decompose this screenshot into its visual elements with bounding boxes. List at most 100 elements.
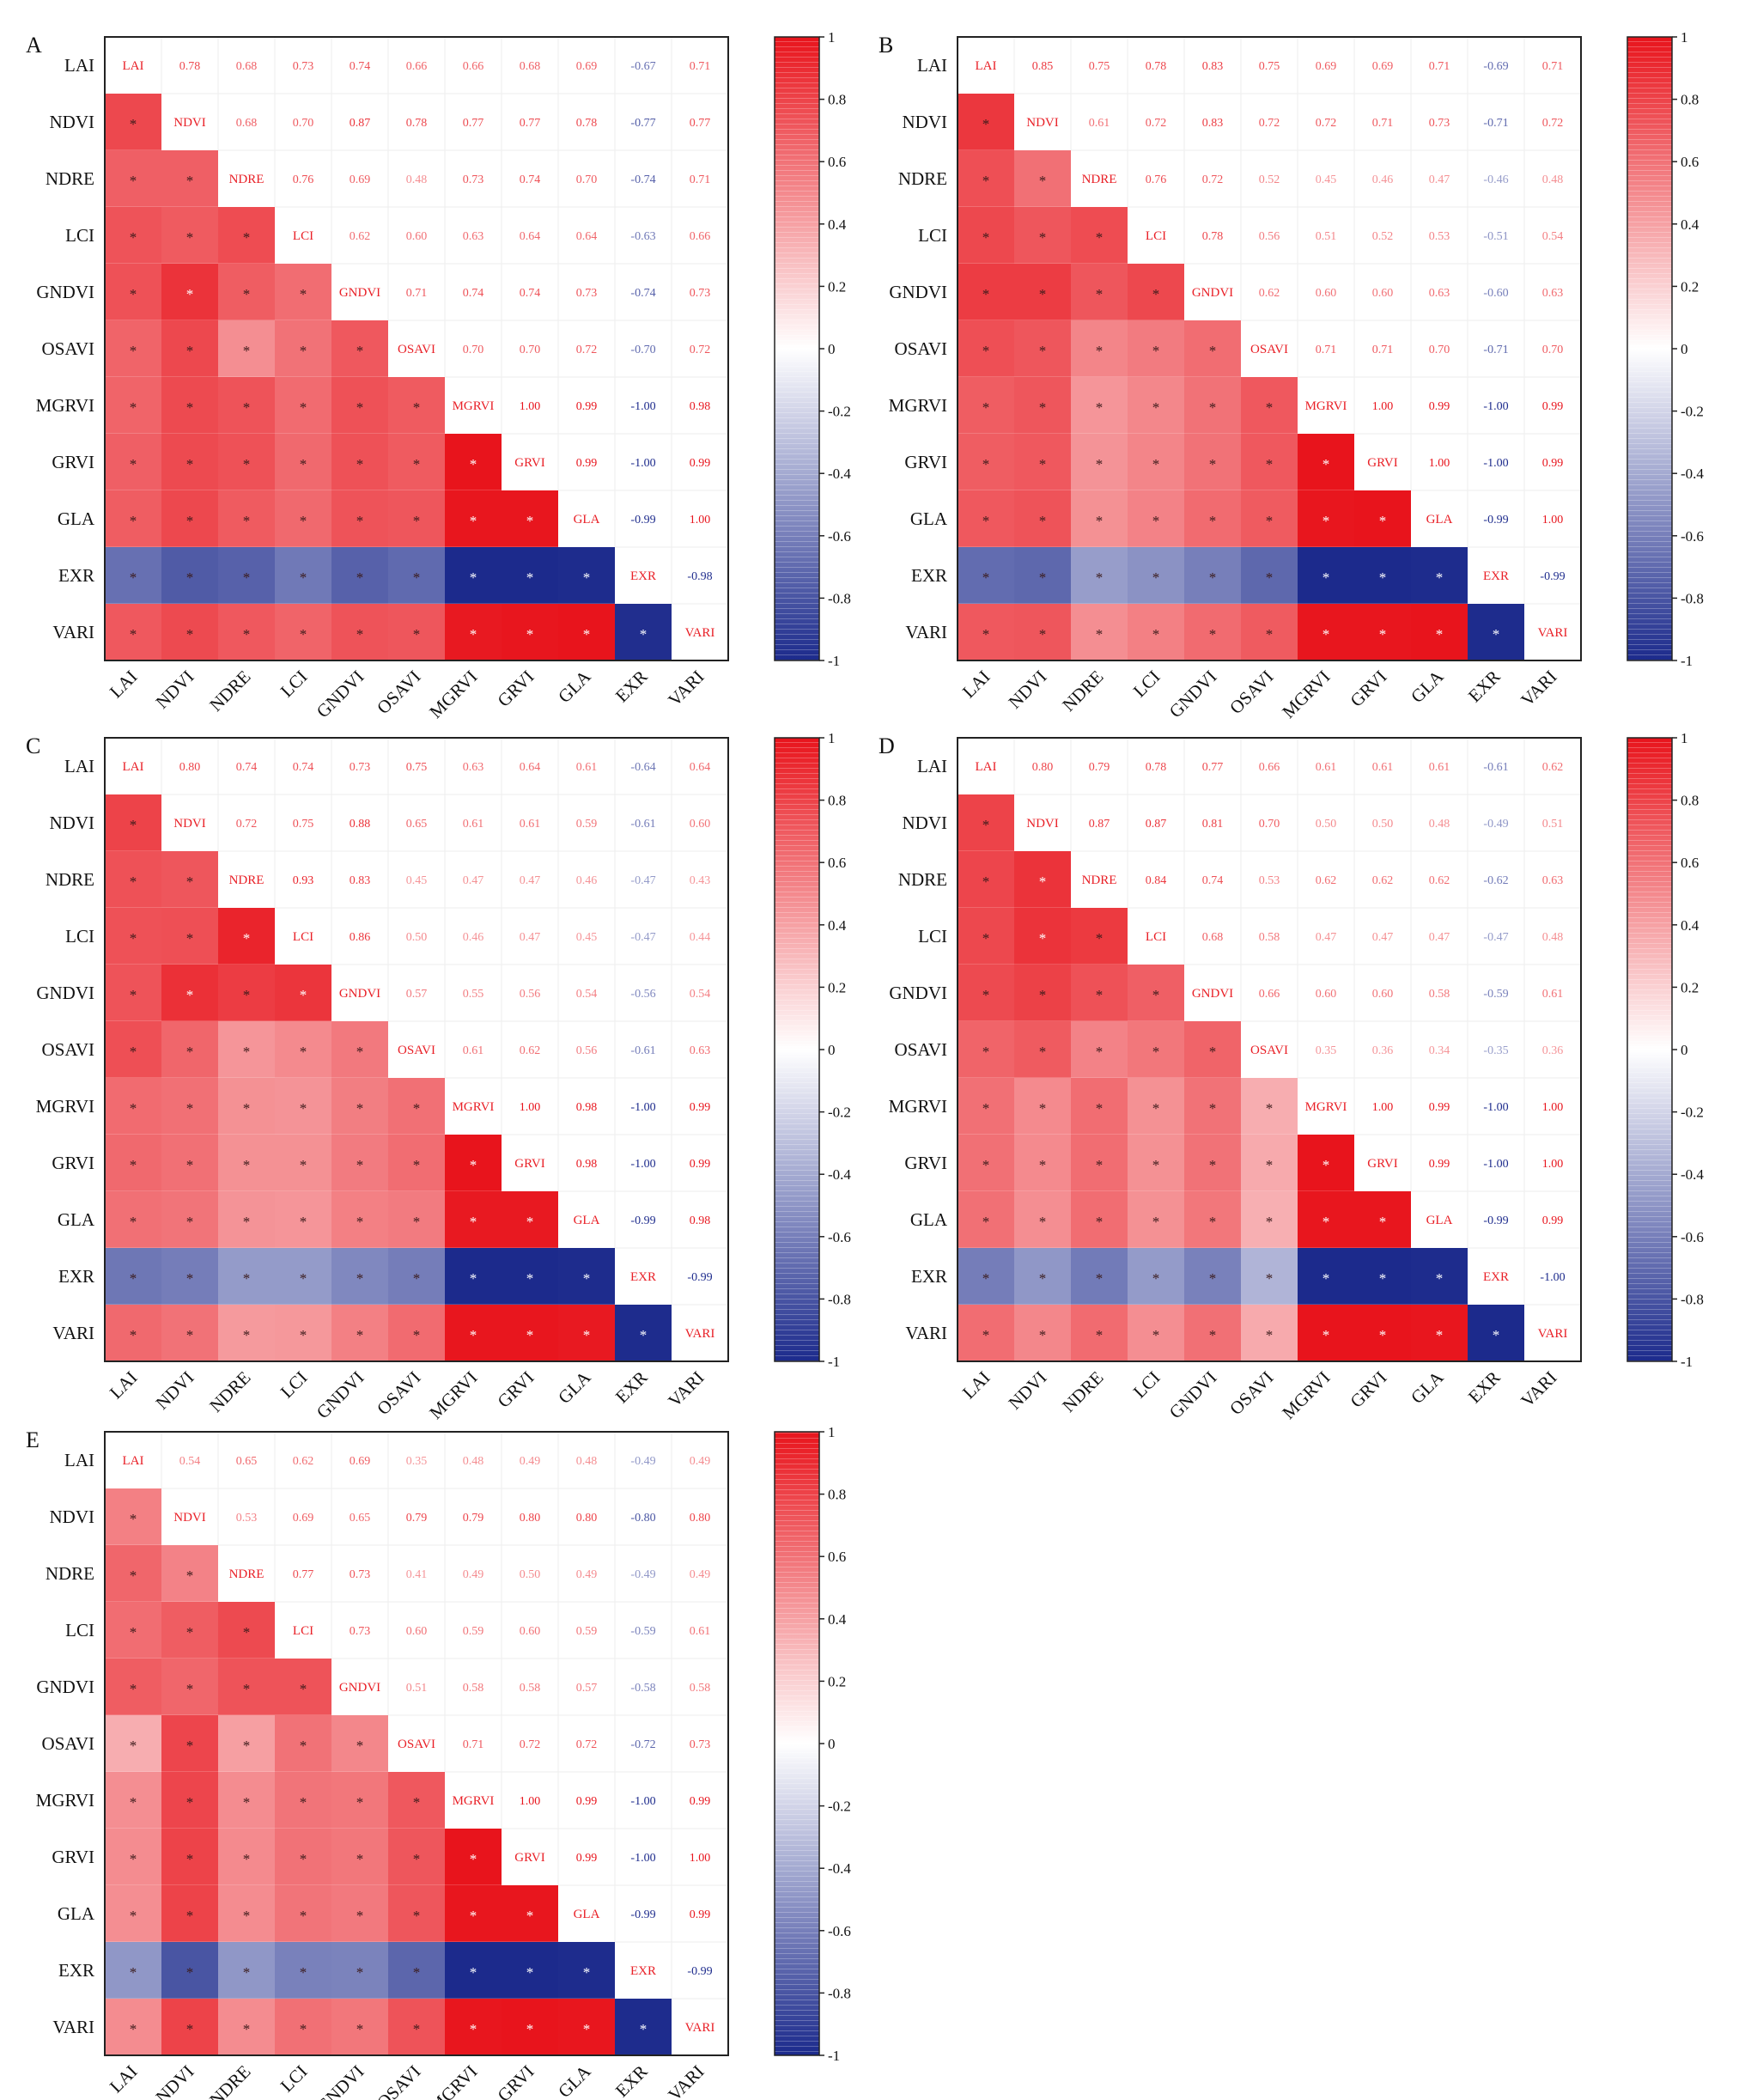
diagonal-label-gla: GLA — [1426, 1214, 1453, 1227]
heatmap-cell — [331, 1305, 388, 1361]
heatmap-cell — [502, 604, 558, 660]
significance-marker: * — [413, 1214, 421, 1230]
data-label: -1.00 — [630, 1852, 655, 1865]
data-label: -0.56 — [630, 988, 655, 1001]
value-cell — [217, 36, 276, 94]
heatmap-cell — [958, 150, 1014, 207]
data-label: 0.93 — [293, 874, 314, 887]
heatmap-cell — [1184, 320, 1241, 377]
value-cell — [1410, 850, 1468, 909]
data-label: -0.99 — [1540, 570, 1565, 583]
data-label: 0.49 — [576, 1568, 598, 1581]
significance-marker: * — [1096, 1100, 1104, 1117]
significance-marker: * — [1209, 513, 1217, 529]
significance-marker: * — [130, 1964, 137, 1981]
significance-marker: * — [1322, 1327, 1330, 1343]
data-label: 1.00 — [1372, 1101, 1394, 1114]
heatmap-cell — [105, 1942, 161, 1999]
heatmap-cell — [331, 1829, 388, 1885]
heatmap-cell — [615, 604, 672, 660]
heatmap-cell — [218, 264, 275, 320]
value-cell — [331, 206, 389, 265]
data-label: 0.61 — [1429, 761, 1450, 774]
heatmap-cell — [161, 207, 218, 264]
data-label: 0.73 — [576, 287, 598, 300]
heatmap-cell — [502, 547, 558, 604]
heatmap-cell — [275, 1772, 331, 1829]
data-label: 0.61 — [1372, 761, 1394, 774]
significance-marker: * — [526, 1270, 534, 1287]
heatmap-cell — [1071, 1248, 1128, 1305]
value-cell — [444, 1714, 502, 1773]
significance-marker: * — [300, 1964, 307, 1981]
row-label-mgrvi: MGRVI — [36, 395, 94, 416]
diagonal-label-mgrvi: MGRVI — [1305, 399, 1347, 413]
value-cell — [1467, 376, 1525, 435]
diagonal-label-lai: LAI — [123, 760, 144, 774]
significance-marker: * — [1039, 1327, 1047, 1343]
row-label-lci: LCI — [918, 926, 947, 947]
heatmap-cell — [331, 547, 388, 604]
data-label: 0.48 — [406, 173, 428, 186]
data-label: 0.46 — [1372, 173, 1394, 186]
significance-marker: * — [300, 1794, 307, 1811]
heatmap-cell — [161, 851, 218, 908]
heatmap-cell — [958, 1078, 1014, 1135]
value-cell — [274, 850, 332, 909]
significance-marker: * — [1039, 173, 1047, 189]
value-cell — [614, 964, 672, 1022]
data-label: 0.63 — [463, 761, 484, 774]
heatmap-cell — [331, 1999, 388, 2055]
column-label-ndvi: NDVI — [1004, 1367, 1050, 1414]
diagonal-label-vari: VARI — [685, 2021, 715, 2035]
data-label: 0.99 — [690, 1795, 711, 1808]
colorbar-tick-label: -1 — [1681, 1354, 1693, 1370]
significance-marker: * — [186, 1964, 194, 1981]
heatmap-cell — [1014, 965, 1071, 1021]
colorbar-tick-label: -1 — [828, 1354, 840, 1370]
column-label-gla: GLA — [554, 666, 595, 707]
colorbar-tick-label: 1 — [828, 1424, 836, 1440]
column-label-exr: EXR — [611, 2061, 652, 2100]
significance-marker: * — [300, 1270, 307, 1287]
value-cell — [1410, 1134, 1468, 1192]
data-label: 0.77 — [690, 117, 711, 130]
value-cell — [217, 737, 276, 795]
value-cell — [1183, 206, 1242, 265]
significance-marker: * — [413, 1327, 421, 1343]
heatmap-cell — [1014, 434, 1071, 490]
significance-marker: * — [1039, 930, 1047, 947]
heatmap-cell — [161, 377, 218, 434]
column-label-osavi: OSAVI — [373, 2061, 424, 2100]
column-label-osavi: OSAVI — [373, 1367, 424, 1419]
heatmap-cell — [161, 1305, 218, 1361]
significance-marker: * — [186, 286, 194, 302]
data-label: 0.66 — [1259, 988, 1280, 1001]
data-label: 0.99 — [690, 1908, 711, 1921]
significance-marker: * — [356, 1851, 364, 1867]
data-label: 0.35 — [1316, 1044, 1337, 1057]
significance-marker: * — [130, 1327, 137, 1343]
value-cell — [671, 36, 729, 94]
colorbar-tick-label: 0.2 — [828, 1673, 846, 1689]
data-label: -0.60 — [1483, 287, 1508, 300]
value-cell — [444, 1658, 502, 1716]
significance-marker: * — [1096, 343, 1104, 359]
value-cell — [614, 1658, 672, 1716]
significance-marker: * — [470, 1327, 477, 1343]
row-label-lai: LAI — [64, 1450, 94, 1470]
heatmap-cell — [275, 1715, 331, 1772]
data-label: 0.98 — [690, 400, 711, 413]
heatmap-cell — [958, 908, 1014, 965]
value-cell — [557, 794, 616, 852]
heatmap-cell — [1184, 377, 1241, 434]
column-label-lci: LCI — [1129, 1367, 1164, 1403]
heatmap-cell — [1128, 1191, 1184, 1248]
value-cell — [671, 206, 729, 265]
heatmap-cell — [1298, 434, 1354, 490]
data-label: 0.70 — [520, 344, 541, 356]
value-cell — [387, 149, 446, 208]
value-cell — [557, 433, 616, 491]
value-cell — [444, 737, 502, 795]
diagonal-label-vari: VARI — [685, 626, 715, 640]
